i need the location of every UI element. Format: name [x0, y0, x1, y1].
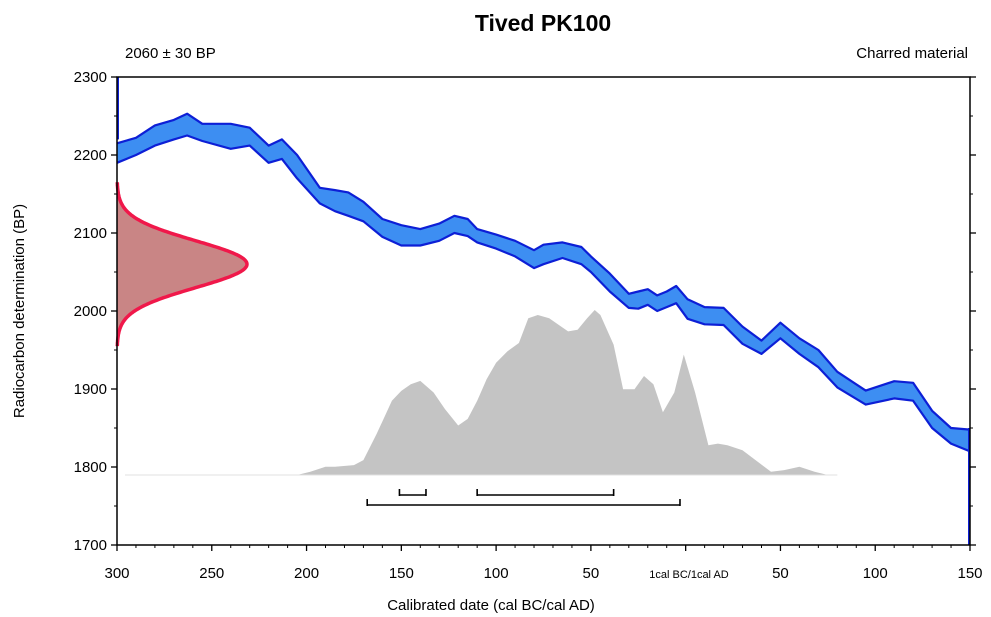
chart-title: Tived PK100	[475, 10, 611, 36]
sample-label: 2060 ± 30 BP	[125, 45, 216, 62]
y-tick-label: 1900	[74, 381, 107, 398]
y-axis-title: Radiocarbon determination (BP)	[11, 204, 28, 418]
x-tick-label: 250	[199, 565, 224, 582]
hpd-ranges-layer	[366, 489, 681, 506]
x-tick-label: 150	[957, 565, 982, 582]
y-tick-label: 2200	[74, 147, 107, 164]
x-tick-label: 50	[772, 565, 789, 582]
bc-ad-boundary-label: 1cal BC/1cal AD	[649, 569, 729, 581]
calibration-curve-lower-edge	[116, 134, 971, 453]
y-axis-ticks: 1700 1800 1900 2000 2100 2200 2300	[74, 69, 976, 554]
x-tick-label: 200	[294, 565, 319, 582]
x-tick-label: 300	[104, 565, 129, 582]
x-tick-label: 50	[583, 565, 600, 582]
calibration-curve-layer	[116, 77, 971, 545]
x-axis-title: Calibrated date (cal BC/cal AD)	[387, 597, 595, 614]
x-axis-ticks: 300 250 200 150 100 50 50 100 150	[104, 545, 983, 582]
radiocarbon-distribution-fill	[117, 182, 247, 347]
y-tick-label: 1800	[74, 459, 107, 476]
radiocarbon-distribution-outline	[115, 181, 249, 348]
y-tick-label: 2000	[74, 303, 107, 320]
material-label: Charred material	[856, 45, 968, 62]
calibration-curve-band	[117, 113, 970, 452]
calibrated-distribution-area	[297, 310, 828, 475]
y-tick-label: 2300	[74, 69, 107, 86]
x-tick-label: 100	[863, 565, 888, 582]
radiocarbon-distribution-layer	[115, 181, 249, 348]
calibrated-distribution-layer	[125, 310, 838, 476]
x-tick-label: 100	[484, 565, 509, 582]
x-tick-label: 150	[389, 565, 414, 582]
y-tick-label: 1700	[74, 537, 107, 554]
calibration-curve-upper-edge	[116, 112, 971, 431]
y-tick-label: 2100	[74, 225, 107, 242]
